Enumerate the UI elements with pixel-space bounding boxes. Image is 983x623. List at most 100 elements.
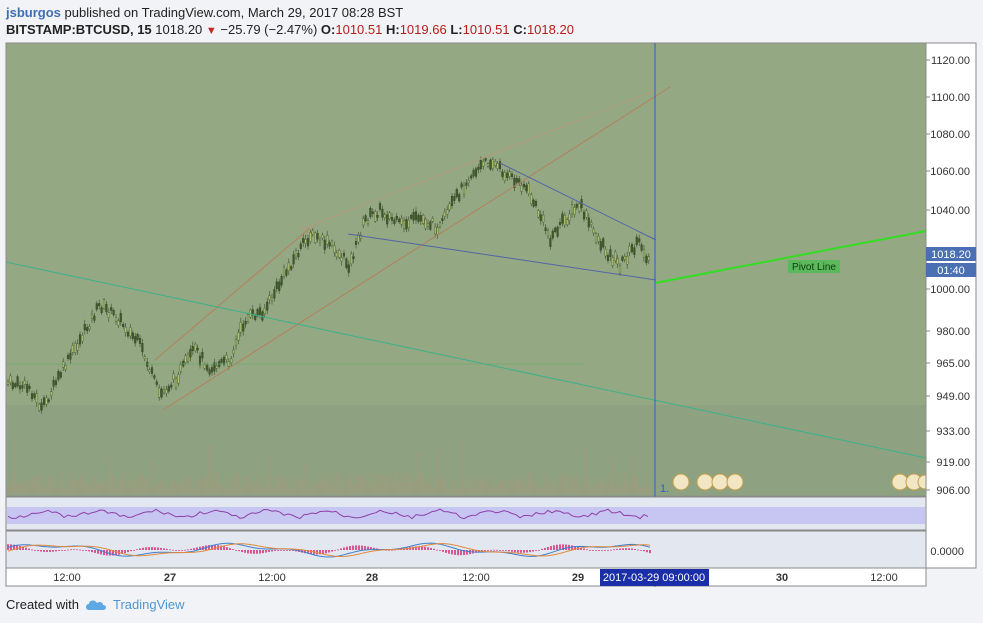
macd-hist-bar [196, 547, 198, 550]
volume-bar [472, 479, 475, 494]
candle-body [470, 175, 473, 179]
macd-hist-bar [493, 549, 495, 551]
volume-bar [153, 487, 156, 494]
volume-bar [266, 475, 269, 494]
macd-hist-bar [268, 550, 270, 553]
macd-line [7, 542, 651, 558]
macd-hist-bar [259, 550, 261, 554]
candle-body [506, 172, 509, 178]
volume-bar [230, 488, 233, 494]
volume-bar [208, 444, 211, 494]
candle-body [107, 312, 110, 318]
us-flag-icon[interactable] [711, 473, 729, 491]
candle-body [498, 161, 502, 169]
candle-body [424, 219, 427, 229]
tradingview-brand[interactable]: TradingView [112, 597, 185, 612]
us-flag-icon[interactable] [696, 473, 714, 491]
volume-bar [590, 478, 593, 494]
volume-bar [76, 478, 79, 494]
macd-hist-bar [214, 544, 216, 550]
candle-body [405, 219, 408, 230]
candle-body [486, 163, 490, 167]
volume-bar [139, 472, 141, 494]
candle-body [582, 211, 586, 220]
candle-body [626, 256, 629, 265]
macd-hist-bar [13, 544, 15, 550]
candle-body [635, 236, 638, 245]
us-flag-icon[interactable] [672, 473, 690, 491]
candle-body [614, 251, 617, 262]
wedge-upper-line[interactable] [499, 162, 657, 241]
candle-body [302, 238, 305, 243]
pivot-line[interactable] [654, 230, 927, 284]
candle-body [69, 352, 72, 360]
tradingview-logo-link[interactable]: TradingView [85, 597, 185, 612]
macd-hist-bar [115, 550, 117, 556]
rise-line[interactable] [154, 227, 311, 361]
volume-bar [225, 488, 228, 494]
candle-body [374, 211, 377, 222]
macd-hist-bar [229, 548, 231, 550]
candle-body [345, 258, 348, 269]
volume-bar [100, 482, 103, 494]
symbol-label[interactable]: BITSTAMP:BTCUSD, 15 [6, 22, 152, 37]
macd-hist-bar [547, 546, 549, 550]
volume-bar [611, 457, 614, 494]
candle-body [561, 213, 564, 224]
event-flags[interactable] [672, 473, 933, 491]
pivot-label-box [788, 260, 840, 273]
candle-body [174, 378, 178, 389]
volume-bar [283, 475, 285, 494]
candle-body [306, 238, 310, 247]
volume-bar [134, 481, 137, 494]
candle-body [23, 380, 26, 385]
macd-hist-bar [73, 549, 75, 551]
volume-bar [393, 474, 396, 494]
macd-hist-bar [370, 547, 372, 550]
price-axis[interactable] [925, 42, 977, 569]
candle-body [119, 313, 122, 323]
macd-hist-bar [91, 550, 93, 553]
wedge-lower-line[interactable] [347, 233, 657, 281]
macd-hist-bar [640, 550, 642, 551]
volume-bar [69, 480, 72, 494]
macd-hist-bar [532, 550, 534, 552]
macd-hist-bar [322, 550, 324, 554]
macd-hist-bar [637, 549, 639, 551]
volume-bar [98, 481, 101, 494]
candle-body [59, 372, 62, 378]
volume-bar [232, 477, 235, 494]
macd-hist-bar [130, 550, 132, 552]
candle-body [110, 307, 113, 311]
volume-bar [508, 479, 511, 494]
volume-bar [74, 481, 77, 494]
candle-body [122, 323, 125, 327]
candle-body [88, 326, 91, 330]
candle-body [410, 214, 413, 219]
volume-bar [297, 477, 300, 494]
macd-hist-bar [388, 549, 390, 551]
volume-bar [544, 474, 547, 494]
us-flag-icon[interactable] [726, 473, 744, 491]
candle-body [467, 180, 470, 183]
candle-body [333, 245, 336, 253]
channel-upper-line[interactable] [299, 89, 657, 231]
channel-lower-line[interactable] [162, 86, 671, 411]
volume-bar [309, 480, 312, 494]
volume-bar [62, 471, 65, 494]
candle-body [287, 262, 290, 271]
long-trend-line[interactable] [5, 261, 927, 459]
volume-bar [539, 488, 542, 494]
volume-bar [434, 478, 437, 494]
volume-bar [263, 486, 266, 494]
volume-bar [482, 482, 485, 494]
candle-body [33, 393, 36, 398]
volume-bar [369, 473, 372, 494]
volume-bar [635, 475, 638, 494]
author-link[interactable]: jsburgos [6, 5, 61, 20]
candle-body [194, 343, 197, 352]
macd-hist-bar [601, 550, 603, 551]
price-change: −25.79 (−2.47%) [220, 22, 318, 37]
macd-pane[interactable] [5, 530, 927, 569]
